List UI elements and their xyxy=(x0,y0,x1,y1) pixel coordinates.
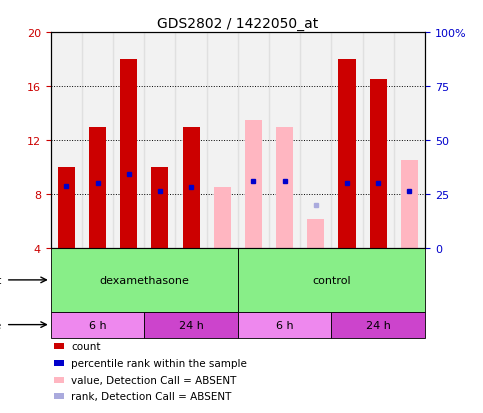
Bar xyxy=(55,343,64,349)
Text: dexamethasone: dexamethasone xyxy=(99,275,189,285)
Text: 24 h: 24 h xyxy=(366,320,391,330)
Bar xyxy=(394,33,425,249)
Bar xyxy=(113,33,144,249)
Text: count: count xyxy=(71,341,101,351)
FancyBboxPatch shape xyxy=(238,249,425,312)
Bar xyxy=(151,168,169,249)
Bar xyxy=(89,127,106,249)
Bar xyxy=(339,60,355,249)
Bar xyxy=(120,60,137,249)
Text: percentile rank within the sample: percentile rank within the sample xyxy=(71,358,247,368)
Bar xyxy=(331,33,363,249)
Bar xyxy=(55,394,64,399)
Bar xyxy=(369,80,387,249)
Bar xyxy=(269,33,300,249)
Text: agent: agent xyxy=(0,275,2,285)
Bar xyxy=(55,360,64,366)
Text: time: time xyxy=(0,320,2,330)
Bar xyxy=(51,33,82,249)
Bar xyxy=(183,127,199,249)
Bar xyxy=(82,33,113,249)
Text: 24 h: 24 h xyxy=(179,320,203,330)
Bar xyxy=(300,33,331,249)
Title: GDS2802 / 1422050_at: GDS2802 / 1422050_at xyxy=(157,17,318,31)
FancyBboxPatch shape xyxy=(51,312,144,338)
Bar xyxy=(401,161,418,249)
Text: 6 h: 6 h xyxy=(276,320,294,330)
Bar xyxy=(175,33,207,249)
Bar xyxy=(55,377,64,382)
Bar xyxy=(245,121,262,249)
Bar xyxy=(307,219,325,249)
Bar xyxy=(276,127,293,249)
Bar xyxy=(213,188,231,249)
Bar xyxy=(363,33,394,249)
Text: value, Detection Call = ABSENT: value, Detection Call = ABSENT xyxy=(71,375,237,385)
FancyBboxPatch shape xyxy=(331,312,425,338)
Text: rank, Detection Call = ABSENT: rank, Detection Call = ABSENT xyxy=(71,392,232,401)
FancyBboxPatch shape xyxy=(144,312,238,338)
FancyBboxPatch shape xyxy=(238,312,331,338)
Bar xyxy=(207,33,238,249)
FancyBboxPatch shape xyxy=(51,249,238,312)
Bar xyxy=(58,168,75,249)
Text: control: control xyxy=(312,275,351,285)
Bar xyxy=(238,33,269,249)
Bar xyxy=(144,33,175,249)
Text: 6 h: 6 h xyxy=(89,320,106,330)
